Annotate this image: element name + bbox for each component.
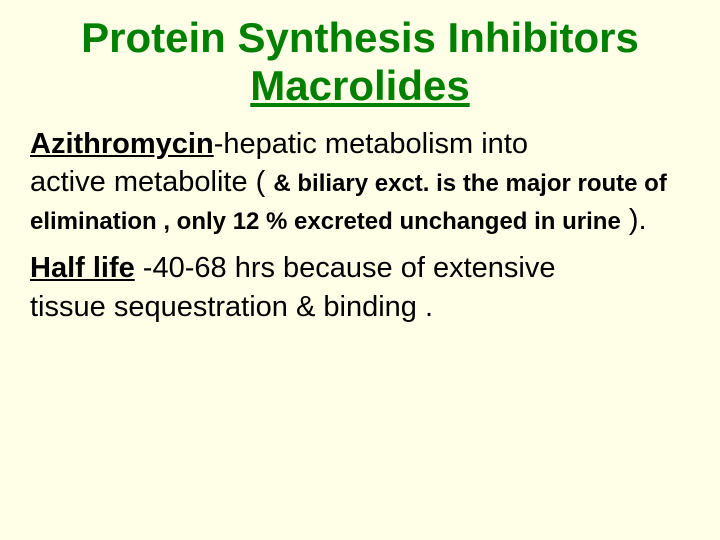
p1-line2-prefix: active metabolite (: [30, 166, 273, 198]
paragraph-2: Half life -40-68 hrs because of extensiv…: [30, 249, 690, 326]
halflife-label: Half life: [30, 252, 135, 284]
title-line1: Protein Synthesis Inhibitors: [81, 14, 639, 61]
p1-text-after-drug: -hepatic metabolism into: [214, 128, 528, 160]
halflife-line2: tissue sequestration & binding .: [30, 291, 433, 323]
halflife-text: -40-68 hrs because of extensive: [135, 252, 556, 284]
title-line2: Macrolides: [250, 62, 469, 109]
p1-close-paren: ).: [621, 204, 647, 236]
slide-body: Azithromycin-hepatic metabolism into act…: [30, 125, 690, 326]
slide: Protein Synthesis Inhibitors Macrolides …: [0, 0, 720, 540]
slide-title: Protein Synthesis Inhibitors Macrolides: [30, 14, 690, 111]
drug-name: Azithromycin: [30, 128, 214, 160]
paragraph-1: Azithromycin-hepatic metabolism into act…: [30, 125, 690, 240]
